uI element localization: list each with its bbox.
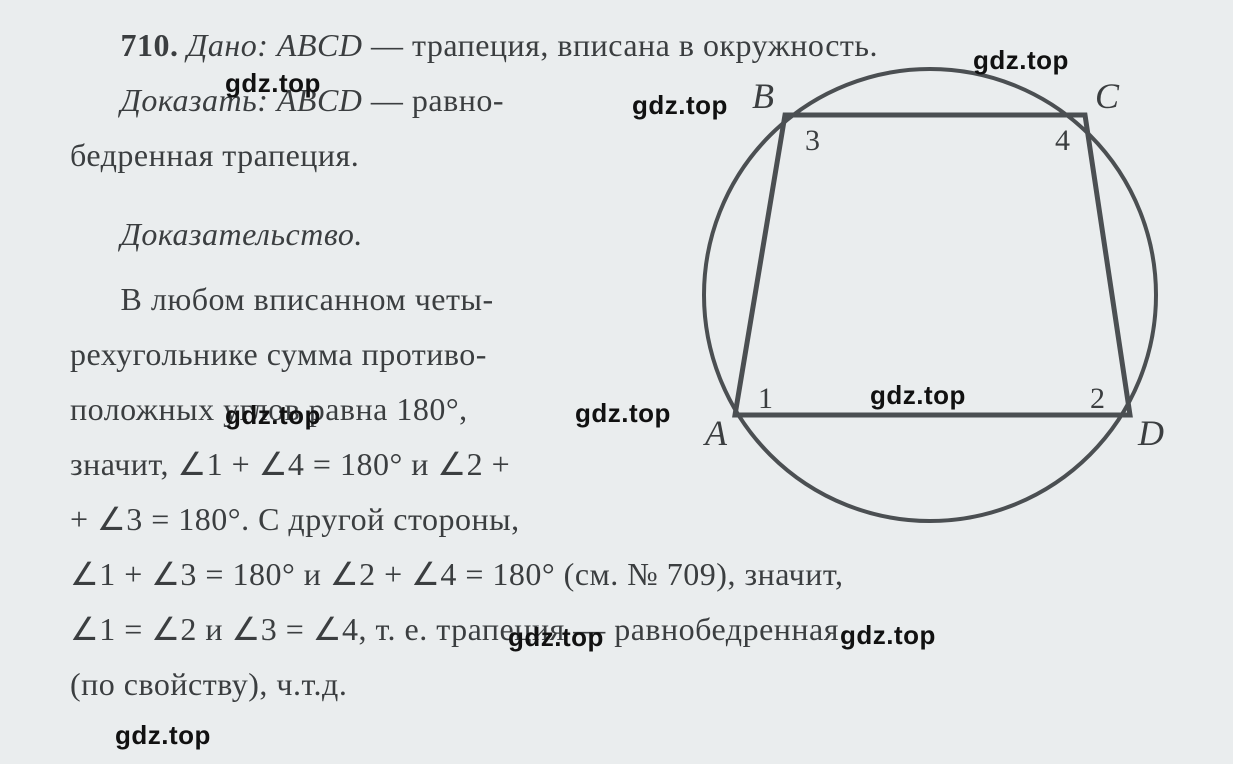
- body-line-7: ∠1 = ∠2 и ∠3 = ∠4, т. е. трапеция — равн…: [70, 602, 1170, 657]
- body-text-7: ∠1 = ∠2 и ∠3 = ∠4, т. е. трапеция — равн…: [70, 611, 839, 647]
- body-line-5: + ∠3 = 180°. С другой стороны,: [70, 492, 675, 547]
- body-line-8: (по свойству), ч.т.д.: [70, 657, 1170, 712]
- prove-text-2: бедренная трапеция.: [70, 137, 359, 173]
- prove-text-1: — равно-: [371, 82, 504, 118]
- vertex-label-b: B: [752, 76, 774, 116]
- angle-label-2: 2: [1090, 382, 1105, 415]
- given-label: Дано:: [187, 27, 268, 63]
- angle-label-4: 4: [1055, 124, 1070, 157]
- page-root: 710. Дано: ABCD — трапеция, вписана в ок…: [0, 0, 1233, 764]
- body-line-6: ∠1 + ∠3 = 180° и ∠2 + ∠4 = 180° (см. № 7…: [70, 547, 1170, 602]
- proof-label: Доказательство.: [121, 216, 363, 252]
- given-abcd: ABCD: [277, 27, 363, 63]
- prove-line-1: Доказать: ABCD — равно-: [70, 73, 675, 128]
- figure-svg: A B C D 1 2 3 4: [680, 50, 1180, 540]
- angle-label-3: 3: [805, 124, 820, 157]
- body-line-1: В любом вписанном четы-: [70, 272, 675, 327]
- body-text-1: В любом вписанном четы-: [121, 281, 494, 317]
- body-line-3: положных углов равна 180°,: [70, 382, 675, 437]
- problem-number: 710.: [121, 27, 179, 63]
- vertex-label-c: C: [1095, 76, 1120, 116]
- prove-label: Доказать:: [121, 82, 269, 118]
- trapezoid-abcd: [735, 115, 1130, 415]
- body-text-3: положных углов равна 180°,: [70, 391, 468, 427]
- angle-label-1: 1: [758, 382, 773, 415]
- body-text-6: ∠1 + ∠3 = 180° и ∠2 + ∠4 = 180° (см. № 7…: [70, 556, 843, 592]
- watermark-9: gdz.top: [115, 720, 211, 751]
- body-line-4: значит, ∠1 + ∠4 = 180° и ∠2 +: [70, 437, 675, 492]
- prove-line-2: бедренная трапеция.: [70, 128, 675, 183]
- vertex-label-a: A: [703, 413, 728, 453]
- inscribed-trapezoid-figure: A B C D 1 2 3 4: [680, 50, 1180, 520]
- prove-abcd: ABCD: [277, 82, 363, 118]
- body-text-4: значит, ∠1 + ∠4 = 180° и ∠2 +: [70, 446, 510, 482]
- body-text-5: + ∠3 = 180°. С другой стороны,: [70, 501, 520, 537]
- vertex-label-d: D: [1137, 413, 1164, 453]
- body-line-2: рехугольнике сумма противо-: [70, 327, 675, 382]
- body-text-2: рехугольнике сумма противо-: [70, 336, 487, 372]
- body-text-8: (по свойству), ч.т.д.: [70, 666, 347, 702]
- proof-heading: Доказательство.: [70, 207, 675, 262]
